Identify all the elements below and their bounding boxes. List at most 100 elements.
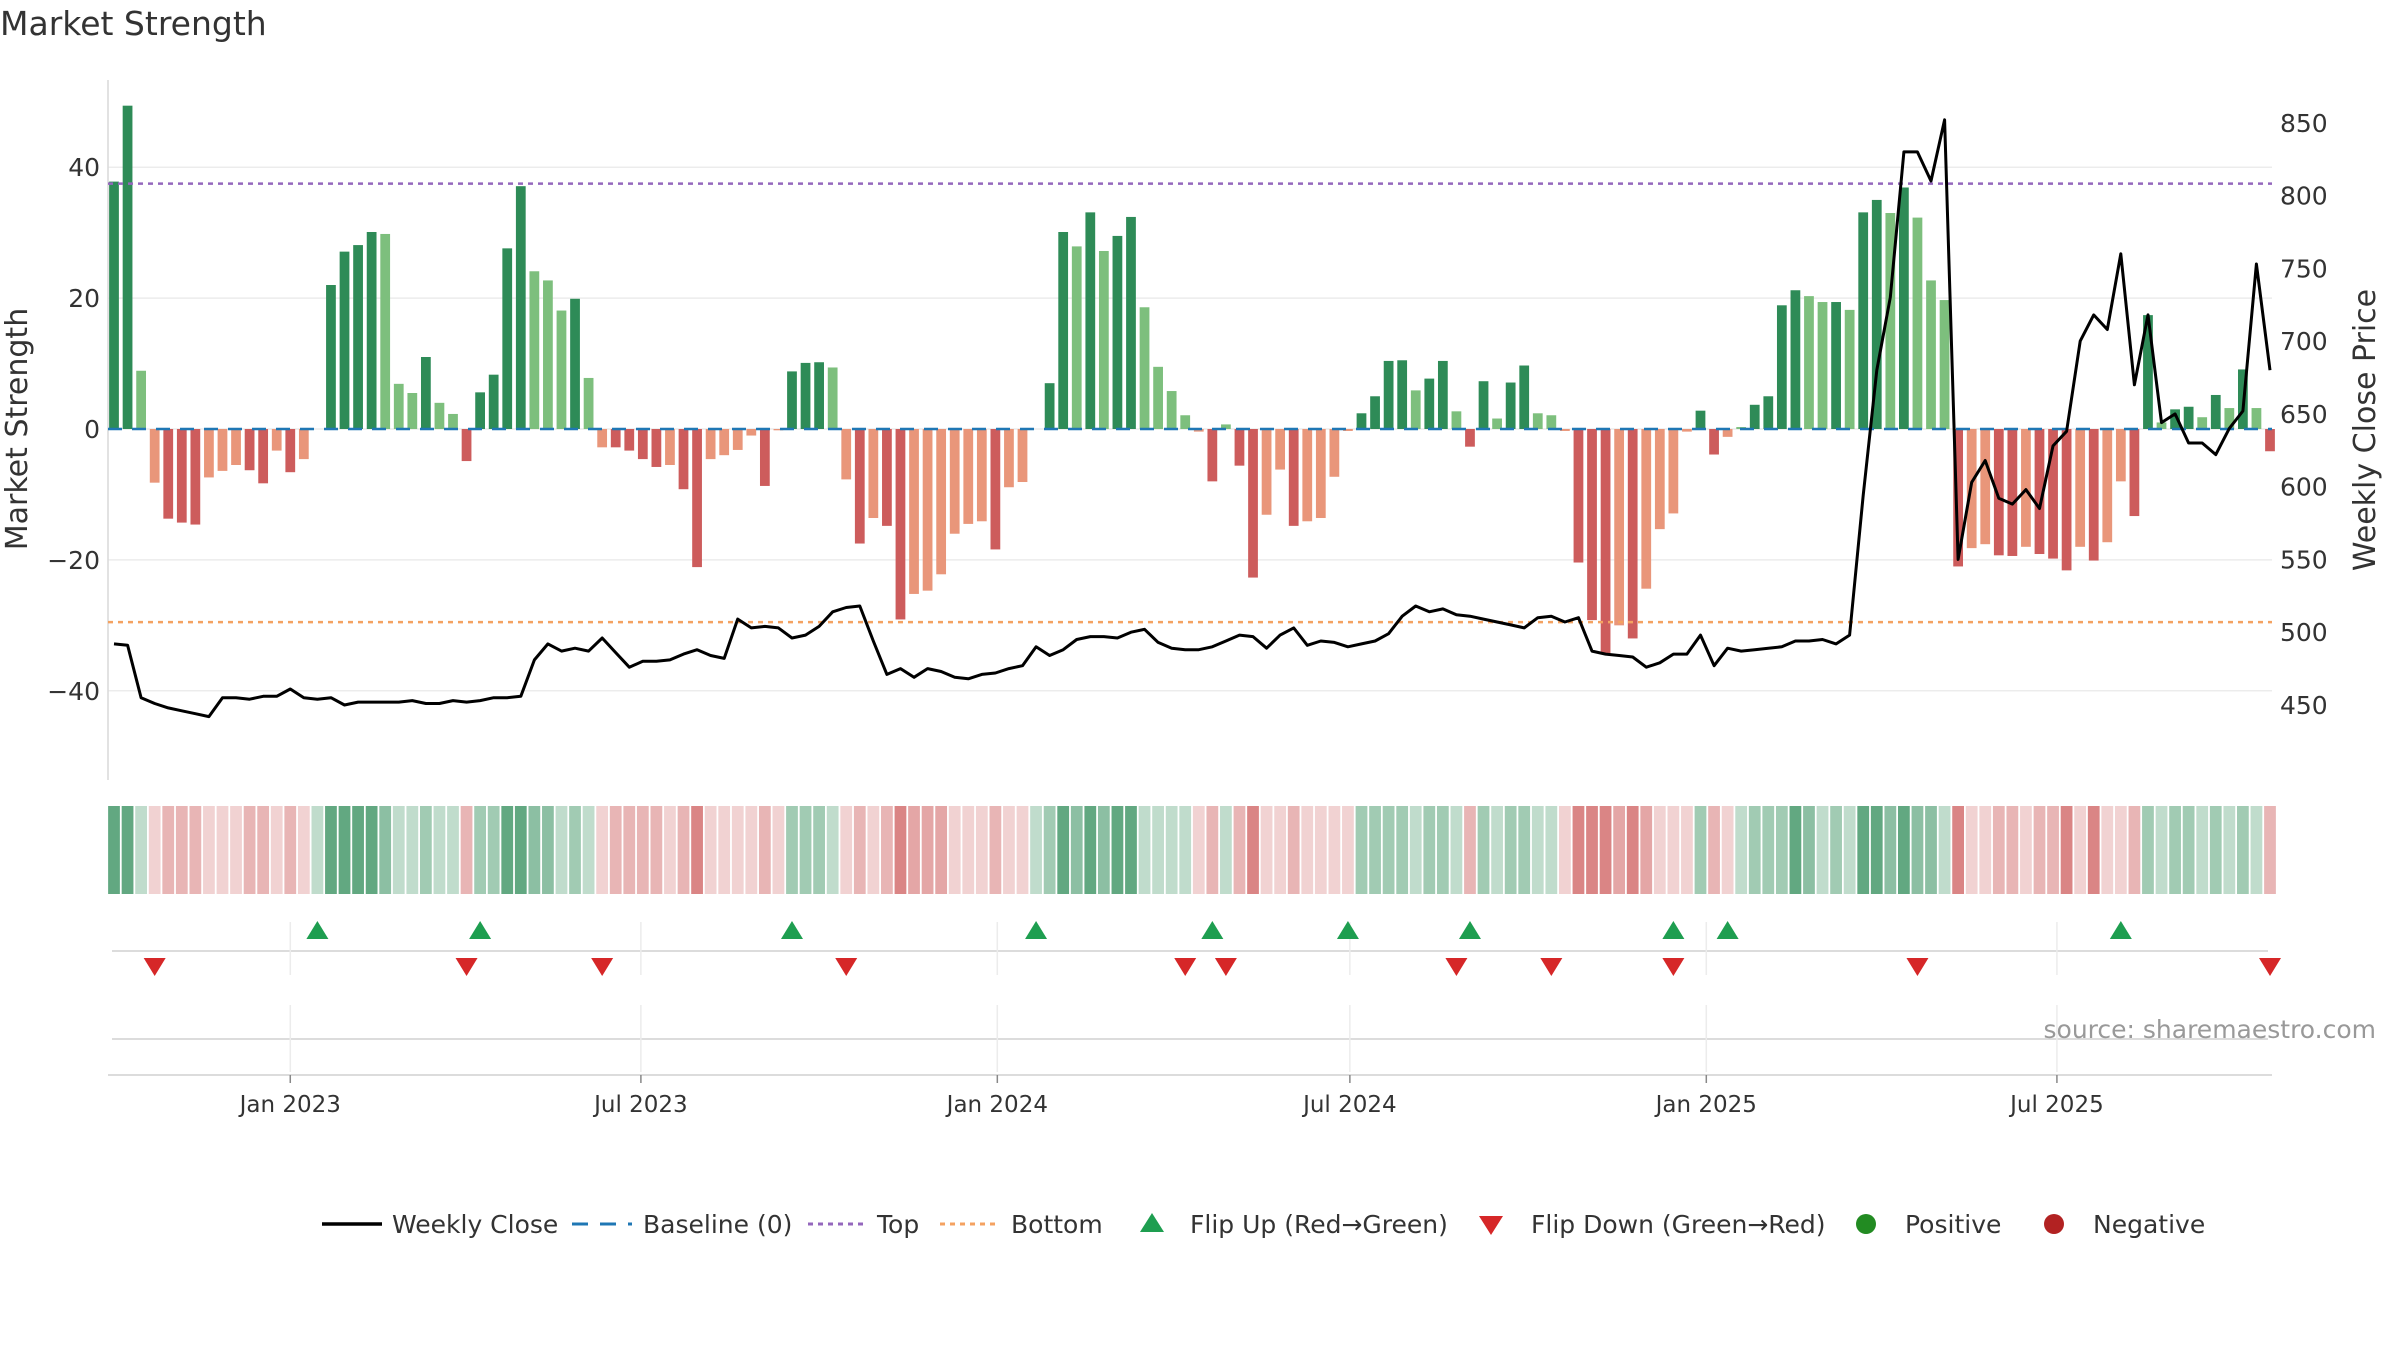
regime-cell-22 <box>406 806 419 894</box>
regime-cell-143 <box>2047 806 2059 894</box>
legend-swatch-4 <box>1140 1213 1164 1232</box>
flip-down-marker-6 <box>1445 958 1468 976</box>
weekly-close-line-group <box>113 118 2272 719</box>
regime-cell-8 <box>216 806 229 894</box>
strength-bar-115 <box>1668 429 1679 514</box>
strength-bar-153 <box>2183 406 2194 429</box>
strength-bar-89 <box>1315 429 1326 519</box>
regime-cell-134 <box>1925 806 1937 894</box>
strength-bar-49 <box>773 429 784 431</box>
strength-bar-36 <box>597 429 608 448</box>
strength-bar-21 <box>393 383 404 429</box>
strength-bar-7 <box>204 429 214 478</box>
regime-cell-125 <box>1803 806 1815 894</box>
regime-cell-0 <box>108 806 120 894</box>
regime-cell-7 <box>203 806 215 894</box>
strength-bar-133 <box>1912 217 1923 429</box>
regime-cell-83 <box>1233 806 1246 894</box>
regime-cell-119 <box>1721 806 1734 894</box>
regime-cell-62 <box>948 806 961 894</box>
strength-bar-105 <box>1532 413 1543 429</box>
legend-label-0: Weekly Close <box>392 1210 558 1239</box>
y-tick-label-2: 0 <box>84 415 100 444</box>
strength-bar-98 <box>1437 360 1448 429</box>
strength-bar-96 <box>1410 390 1421 429</box>
strength-bar-76 <box>1139 307 1150 429</box>
regime-cell-65 <box>989 806 1002 894</box>
flip-down-marker-9 <box>1906 958 1929 976</box>
regime-cell-135 <box>1938 806 1951 894</box>
strength-bar-35 <box>583 377 594 429</box>
regime-cell-44 <box>704 806 717 894</box>
strength-bar-144 <box>2061 429 2072 571</box>
regime-cell-23 <box>419 806 432 894</box>
flip-up-marker-3 <box>1025 921 1048 939</box>
strength-bar-39 <box>637 429 648 460</box>
regime-cell-131 <box>1884 806 1897 894</box>
strength-bar-46 <box>732 429 743 450</box>
strength-bar-51 <box>800 362 811 429</box>
strength-bar-73 <box>1098 250 1109 429</box>
strength-bar-136 <box>1953 429 1964 567</box>
regime-cell-112 <box>1626 806 1639 894</box>
strength-bar-11 <box>258 429 269 484</box>
strength-bar-77 <box>1153 366 1163 429</box>
regime-cell-11 <box>257 806 270 894</box>
strength-bar-90 <box>1329 429 1340 477</box>
regime-cell-78 <box>1165 806 1178 894</box>
regime-cell-51 <box>799 806 812 894</box>
legend-label-5: Flip Down (Green→Red) <box>1531 1210 1826 1239</box>
regime-cell-32 <box>542 806 554 894</box>
strength-bar-63 <box>963 429 974 524</box>
regime-cell-106 <box>1545 806 1558 894</box>
regime-cell-50 <box>786 806 798 894</box>
regime-cell-18 <box>352 806 364 894</box>
regime-cell-71 <box>1070 806 1083 894</box>
strength-bar-150 <box>2143 315 2153 429</box>
strength-bar-140 <box>2007 429 2018 556</box>
regime-cell-91 <box>1342 806 1354 894</box>
regime-cell-70 <box>1057 806 1070 894</box>
legend-swatch-7 <box>2044 1214 2064 1234</box>
flip-up-marker-2 <box>780 921 803 939</box>
legend-label-1: Baseline (0) <box>643 1210 792 1239</box>
regime-cell-57 <box>881 806 893 894</box>
strength-bar-118 <box>1709 429 1719 455</box>
strength-bar-84 <box>1248 429 1258 578</box>
regime-cell-154 <box>2196 806 2209 894</box>
strength-bar-38 <box>624 429 635 451</box>
regime-cell-47 <box>745 806 758 894</box>
strength-bar-17 <box>339 251 350 429</box>
strength-bar-8 <box>217 429 228 471</box>
strength-bar-139 <box>1993 429 2004 556</box>
regime-cell-61 <box>935 806 948 894</box>
regime-cell-93 <box>1369 806 1381 894</box>
strength-bar-5 <box>176 429 187 523</box>
weekly-close-line <box>113 118 2272 719</box>
strength-bar-127 <box>1831 302 1841 429</box>
regime-cell-82 <box>1220 806 1232 894</box>
flip-up-marker-4 <box>1201 921 1224 939</box>
strength-bar-79 <box>1180 415 1191 429</box>
strength-bar-70 <box>1058 231 1069 429</box>
strength-bar-129 <box>1858 212 1869 429</box>
strength-bar-80 <box>1193 429 1204 432</box>
strength-bar-58 <box>895 429 906 620</box>
regime-cell-75 <box>1125 806 1137 894</box>
strength-bar-48 <box>759 429 770 486</box>
regime-cell-81 <box>1206 806 1219 894</box>
regime-cell-3 <box>148 806 161 894</box>
regime-cell-89 <box>1314 806 1327 894</box>
regime-cell-46 <box>731 806 744 894</box>
regime-cell-97 <box>1423 806 1436 894</box>
regime-cell-58 <box>894 806 907 894</box>
strength-bar-97 <box>1424 378 1435 429</box>
y2-tick-label-1: 500 <box>2280 618 2328 647</box>
flip-up-marker-8 <box>1716 921 1739 939</box>
strength-bar-3 <box>149 429 160 483</box>
regime-cell-73 <box>1097 806 1110 894</box>
regime-cell-153 <box>2182 806 2195 894</box>
main-axes: −40 −20 0 20 40 450 500 550 600 650 700 750 800 850 Ma… <box>0 80 2383 780</box>
strength-bar-148 <box>2115 429 2126 482</box>
flip-down-marker-4 <box>1174 958 1197 976</box>
